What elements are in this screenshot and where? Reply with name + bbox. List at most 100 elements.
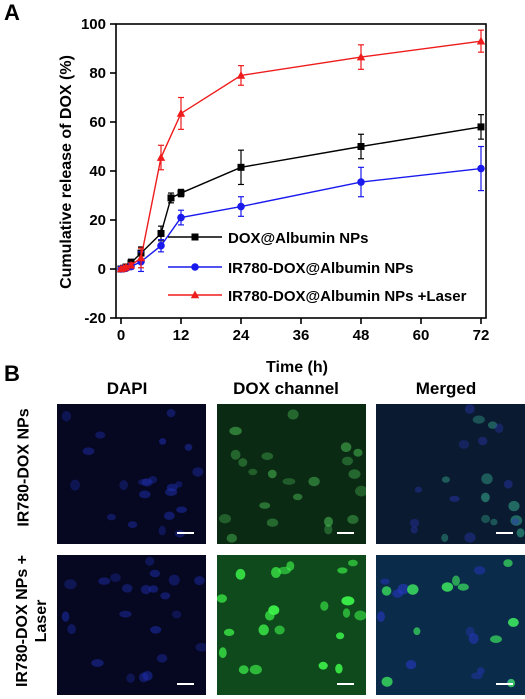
scale-bar [337, 532, 354, 534]
y-axis-label: Cumulative release of DOX (%) [58, 55, 75, 289]
cell-nucleus [259, 502, 271, 509]
cell-nucleus [471, 672, 483, 680]
cell-nucleus [268, 605, 280, 616]
image-merged-1 [376, 404, 525, 544]
cell-nucleus [61, 611, 70, 622]
cell-nucleus [223, 628, 235, 636]
row-header-1: IR780-DOX NPs [15, 408, 33, 527]
col-header-dapi: DAPI [106, 379, 148, 398]
cell-nucleus [324, 524, 333, 535]
cell-nucleus [110, 573, 121, 582]
cell-nucleus [175, 481, 183, 488]
cell-nucleus [487, 421, 498, 429]
cell-nucleus [258, 624, 269, 636]
y-tick-label: 60 [89, 114, 106, 131]
cell-nucleus [91, 659, 104, 667]
cell-nucleus [392, 589, 404, 598]
cell-nucleus [238, 458, 248, 467]
cell-nucleus [494, 423, 504, 433]
cell-nucleus [481, 514, 491, 524]
cell-nucleus [474, 566, 486, 575]
cell-nucleus [464, 404, 475, 414]
panel-b-label: B [4, 361, 20, 386]
cell-nucleus [156, 654, 168, 663]
cell-nucleus [261, 452, 274, 460]
cell-nucleus [192, 467, 204, 477]
cell-nucleus [511, 518, 520, 525]
image-dapi-1 [57, 404, 206, 544]
data-point [157, 241, 165, 250]
cell-nucleus [217, 594, 227, 603]
cell-nucleus [238, 665, 249, 675]
cell-nucleus [119, 610, 132, 618]
cell-nucleus [219, 514, 231, 524]
micrograph-background [376, 555, 525, 695]
cell-nucleus [226, 533, 237, 543]
data-point [177, 213, 185, 222]
cell-nucleus [278, 566, 291, 575]
cell-nucleus [64, 579, 77, 590]
x-tick-label: 12 [173, 327, 190, 344]
cell-nucleus [139, 490, 151, 499]
cell-nucleus [194, 576, 205, 586]
data-point [236, 70, 246, 79]
series-line [120, 167, 482, 270]
cell-nucleus [195, 642, 206, 652]
scale-bar [496, 532, 513, 534]
cell-nucleus [176, 506, 187, 513]
series-1 [117, 145, 485, 273]
cell-nucleus [377, 611, 385, 622]
cell-nucleus [163, 511, 175, 520]
cell-nucleus [148, 476, 158, 484]
cell-nucleus [142, 671, 153, 681]
cell-nucleus [138, 478, 151, 486]
data-point [176, 108, 186, 117]
cell-nucleus [478, 436, 488, 446]
image-dox-1 [217, 404, 366, 544]
cell-nucleus [282, 478, 296, 485]
micrograph-background [376, 404, 525, 544]
scale-bar [496, 683, 513, 685]
series-line [120, 126, 482, 270]
legend-marker [190, 290, 200, 299]
cell-nucleus [468, 633, 479, 644]
x-tick-label: 60 [413, 327, 430, 344]
micrograph-background [57, 404, 206, 544]
cell-nucleus [449, 495, 460, 502]
image-dapi-2 [57, 555, 206, 695]
y-tick-label: 20 [89, 212, 106, 229]
col-header-dox: DOX channel [233, 379, 339, 398]
cell-nucleus [139, 672, 149, 683]
data-point [121, 262, 131, 271]
cell-nucleus [229, 426, 242, 436]
cell-nucleus [342, 608, 351, 618]
cell-nucleus [248, 468, 258, 476]
data-point [237, 202, 245, 211]
data-point [177, 189, 185, 197]
cell-nucleus [140, 584, 151, 595]
cell-nucleus [508, 500, 520, 512]
cell-nucleus [267, 469, 277, 479]
legend-marker [191, 233, 199, 241]
cell-nucleus [407, 584, 419, 595]
scale-bar [337, 683, 354, 685]
cell-nucleus [308, 476, 320, 487]
cell-nucleus [413, 627, 421, 636]
data-point [237, 163, 245, 171]
y-tick-label: 100 [81, 16, 106, 33]
cell-nucleus [503, 559, 513, 567]
cell-nucleus [158, 525, 166, 536]
data-point [136, 253, 146, 262]
cell-nucleus [458, 440, 470, 449]
cell-nucleus [441, 476, 450, 483]
data-point [126, 260, 136, 269]
series-2 [116, 29, 486, 273]
data-point [357, 178, 365, 186]
data-point [476, 36, 486, 45]
cell-nucleus [98, 577, 111, 585]
cell-nucleus [106, 513, 116, 521]
cell-nucleus [347, 514, 359, 524]
cell-nucleus [70, 479, 80, 491]
cell-nucleus [409, 518, 420, 528]
cell-nucleus [141, 478, 153, 487]
